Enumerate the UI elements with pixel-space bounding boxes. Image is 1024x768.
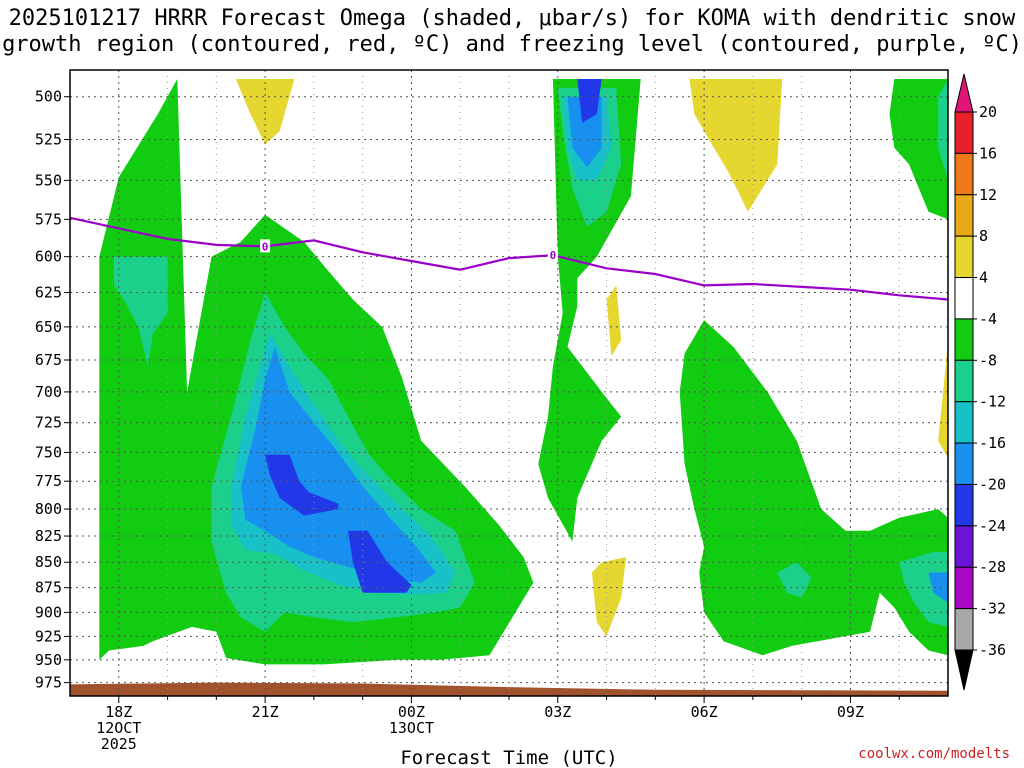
freezing-level-label: 0 [262, 240, 269, 253]
y-tick-label: 525 [35, 131, 62, 149]
grid-lines [70, 70, 948, 696]
omega-region [899, 551, 948, 627]
colorbar-label: 4 [979, 269, 988, 287]
omega-region [113, 256, 168, 367]
y-tick-label: 700 [35, 383, 62, 401]
colorbar-label: -28 [979, 558, 1006, 576]
chart-title: 2025101217 HRRR Forecast Omega (shaded, … [0, 6, 1024, 58]
omega-shading [99, 79, 948, 665]
omega-region [938, 340, 948, 459]
colorbar-label: 8 [979, 227, 988, 245]
x-tick-label: 18Z [105, 703, 132, 721]
freezing-level-label: 0 [550, 249, 557, 262]
freezing-level-label-bg [260, 239, 271, 253]
credit-text: coolwx.com/modelts [858, 746, 1010, 762]
omega-region [577, 79, 602, 123]
omega-region [348, 530, 412, 593]
colorbar-label: -32 [979, 600, 1006, 618]
colorbar-bin [954, 401, 974, 444]
colorbar-bottom-arrow [954, 649, 974, 691]
y-tick-label: 800 [35, 500, 62, 518]
x-tick-label: 06Z [691, 703, 718, 721]
x-tick-label: 12OCT [96, 719, 141, 737]
y-tick-label: 950 [35, 651, 62, 669]
colorbar-label: -20 [979, 475, 1006, 493]
omega-region [777, 562, 812, 598]
omega-region [606, 285, 622, 357]
y-tick-label: 925 [35, 627, 62, 645]
y-tick-label: 975 [35, 674, 62, 692]
colorbar-bin [954, 359, 974, 403]
colorbar-bin [954, 152, 974, 196]
colorbar-label: -24 [979, 517, 1006, 535]
ground-fill [70, 682, 948, 696]
omega-region [538, 79, 641, 542]
y-tick-label: 575 [35, 210, 62, 228]
omega-region [889, 79, 948, 220]
colorbar: 20 16 12 8 4 -4 -8 -12 -16 -20 -24 -28 -32 -36 [954, 73, 1006, 691]
y-tick-label: 775 [35, 472, 62, 490]
colorbar-label: 20 [979, 103, 997, 121]
colorbar-bin [954, 483, 974, 527]
y-tick-label: 500 [35, 88, 62, 106]
colorbar-bin [954, 277, 974, 320]
colorbar-label: -12 [979, 393, 1006, 411]
x-tick-label: 21Z [252, 703, 279, 721]
y-tick-label: 850 [35, 553, 62, 571]
colorbar-bin [954, 442, 974, 485]
colorbar-label: 12 [979, 186, 997, 204]
y-tick-label: 650 [35, 318, 62, 336]
x-tick-label: 13OCT [389, 719, 434, 737]
colorbar-label: -36 [979, 641, 1006, 659]
freezing-level: 00 [70, 216, 948, 301]
y-tick-label: 750 [35, 443, 62, 461]
chart-title-line-2: growth region (contoured, red, ºC) and f… [2, 32, 1022, 57]
colorbar-top-arrow [954, 73, 974, 113]
omega-region [591, 557, 627, 637]
omega-region [689, 79, 783, 212]
colorbar-label: -16 [979, 434, 1006, 452]
omega-region [240, 346, 436, 583]
colorbar-bin [954, 608, 974, 651]
omega-region [265, 454, 339, 516]
y-axis-ticks: 500 525 550 575 600 625 650 675 700 725 750 775 800 8… [35, 88, 70, 692]
y-tick-label: 550 [35, 171, 62, 189]
y-tick-label: 875 [35, 579, 62, 597]
omega-region [938, 79, 948, 181]
colorbar-label: -8 [979, 351, 997, 369]
omega-region [235, 79, 295, 145]
colorbar-bin [954, 111, 974, 154]
colorbar-bin [954, 235, 974, 279]
omega-region [928, 572, 948, 603]
x-tick-label: 00Z [398, 703, 425, 721]
colorbar-bin [954, 525, 974, 568]
x-tick-label: 09Z [837, 703, 864, 721]
colorbar-bin [954, 318, 974, 361]
colorbar-label: 16 [979, 144, 997, 162]
omega-region [679, 320, 948, 656]
freezing-level-line [70, 216, 948, 301]
y-tick-label: 900 [35, 603, 62, 621]
colorbar-bin [954, 194, 974, 237]
chart-title-line-1: 2025101217 HRRR Forecast Omega (shaded, … [8, 6, 1016, 31]
terrain-ground [70, 682, 948, 696]
y-tick-label: 725 [35, 414, 62, 432]
freezing-level-label-bg [547, 248, 558, 262]
y-tick-label: 675 [35, 351, 62, 369]
y-tick-label: 600 [35, 248, 62, 266]
colorbar-bin [954, 566, 974, 610]
x-tick-label: 03Z [544, 703, 571, 721]
colorbar-label: -4 [979, 310, 997, 328]
x-axis-title: Forecast Time (UTC) [400, 747, 617, 768]
y-tick-label: 825 [35, 527, 62, 545]
y-tick-label: 625 [35, 283, 62, 301]
x-tick-label: 2025 [101, 735, 137, 753]
